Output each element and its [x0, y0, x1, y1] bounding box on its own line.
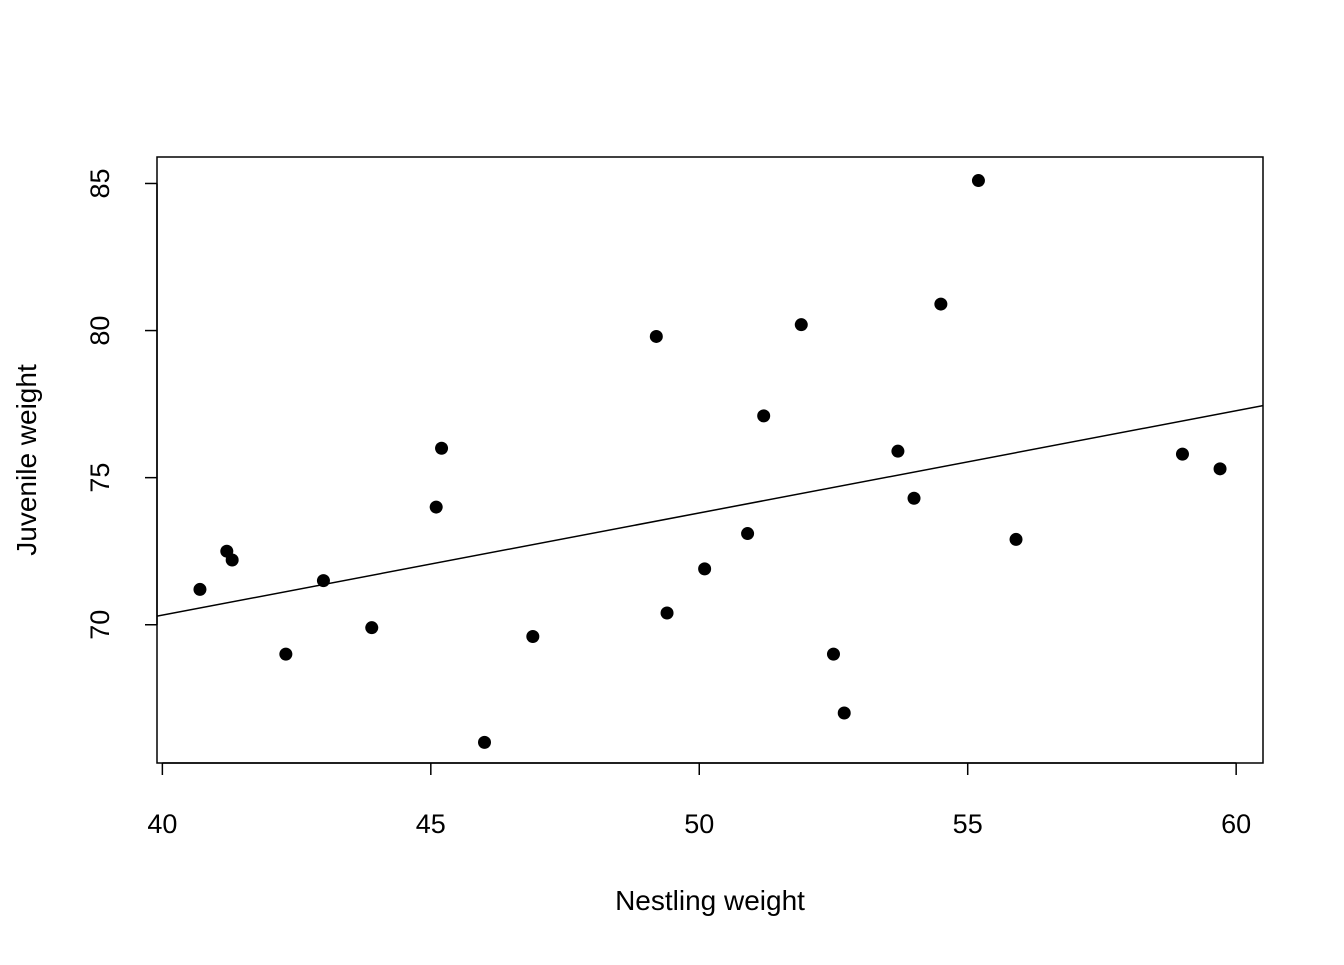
data-point: [698, 562, 712, 576]
data-point: [193, 582, 207, 596]
y-tick-label: 85: [85, 168, 115, 198]
data-point: [934, 297, 948, 311]
plot-frame: [156, 156, 1264, 764]
x-axis: 40 45 50 55 60: [147, 762, 1251, 839]
y-tick-label: 75: [85, 463, 115, 493]
data-point: [741, 527, 755, 541]
data-point: [1213, 462, 1227, 476]
data-point: [365, 621, 379, 635]
data-point: [837, 706, 851, 720]
x-tick-label: 50: [684, 809, 714, 839]
data-point: [1175, 447, 1189, 461]
fit-line-group: [157, 404, 1263, 617]
data-point: [891, 444, 905, 458]
x-tick-label: 55: [953, 809, 983, 839]
x-tick-label: 60: [1221, 809, 1251, 839]
data-point: [757, 409, 771, 423]
x-axis-label: Nestling weight: [615, 885, 805, 916]
data-point: [526, 630, 540, 644]
regression-line: [157, 404, 1263, 617]
data-point: [794, 318, 808, 332]
data-point: [225, 553, 239, 567]
data-point: [478, 735, 492, 749]
data-point: [907, 491, 921, 505]
x-tick-label: 45: [416, 809, 446, 839]
data-point: [826, 647, 840, 661]
x-tick-label: 40: [147, 809, 177, 839]
data-point: [435, 441, 449, 455]
data-point: [279, 647, 293, 661]
data-point: [971, 174, 985, 188]
points-group: [193, 174, 1227, 749]
y-tick-label: 70: [85, 610, 115, 640]
y-axis: 70 75 80 85: [85, 168, 158, 640]
data-point: [316, 574, 330, 588]
data-point: [649, 329, 663, 343]
data-point: [429, 500, 443, 514]
y-axis-label: Juvenile weight: [11, 364, 42, 556]
data-point: [660, 606, 674, 620]
data-point: [1009, 532, 1023, 546]
y-tick-label: 80: [85, 316, 115, 346]
